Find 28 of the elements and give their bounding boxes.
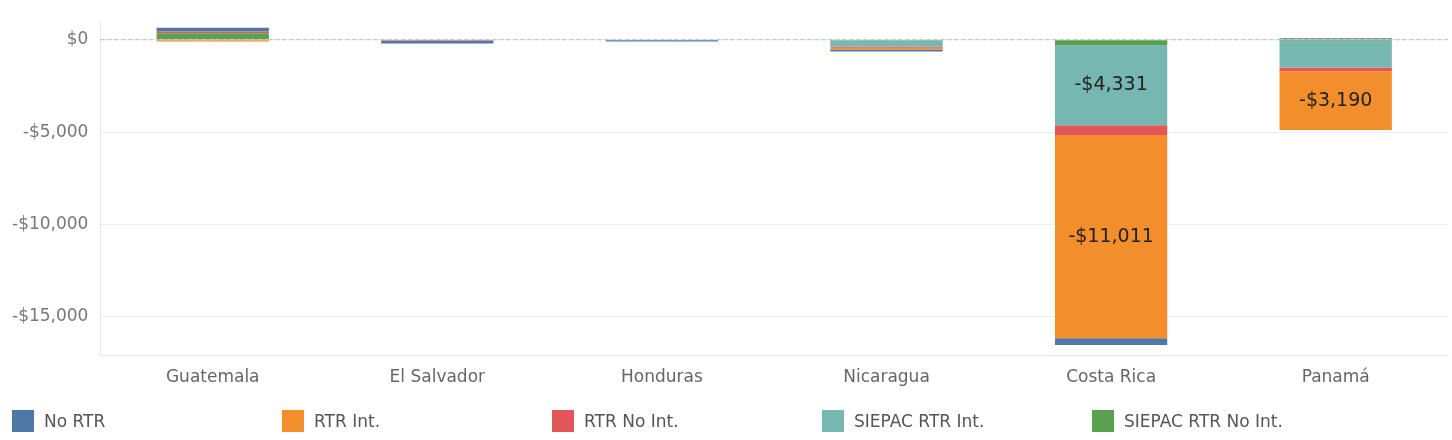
bar: [1054, 134, 1168, 339]
x-tick-label: Honduras: [621, 366, 703, 387]
legend-label: RTR Int.: [314, 411, 381, 431]
legend-label: No RTR: [44, 411, 106, 431]
bar: [1054, 125, 1168, 135]
y-tick-label: $0: [66, 28, 89, 49]
bar: [1054, 338, 1168, 345]
bar: [830, 40, 943, 47]
bar: [1279, 71, 1392, 131]
x-tick-label: Panamá: [1301, 366, 1370, 387]
y-tick-label: -$10,000: [12, 212, 89, 233]
x-tick-label: Costa Rica: [1066, 366, 1157, 387]
bar: [1054, 40, 1168, 46]
data-label: -$11,011: [1068, 223, 1154, 246]
bar: [1279, 41, 1392, 68]
bar: [156, 33, 269, 40]
x-tick-label: El Salvador: [389, 366, 486, 387]
legend-label: SIEPAC RTR No Int.: [1124, 411, 1283, 431]
bar: [1054, 45, 1168, 126]
bar: [1279, 67, 1392, 72]
y-tick-label: -$5,000: [22, 120, 89, 141]
x-tick-label: Guatemala: [165, 366, 260, 387]
x-tick-label: Nicaragua: [843, 366, 930, 387]
legend-label: RTR No Int.: [584, 411, 679, 431]
data-label: -$4,331: [1074, 72, 1148, 95]
data-label: -$3,190: [1299, 87, 1373, 110]
y-tick-label: -$15,000: [12, 305, 89, 326]
legend-label: SIEPAC RTR Int.: [854, 411, 985, 431]
